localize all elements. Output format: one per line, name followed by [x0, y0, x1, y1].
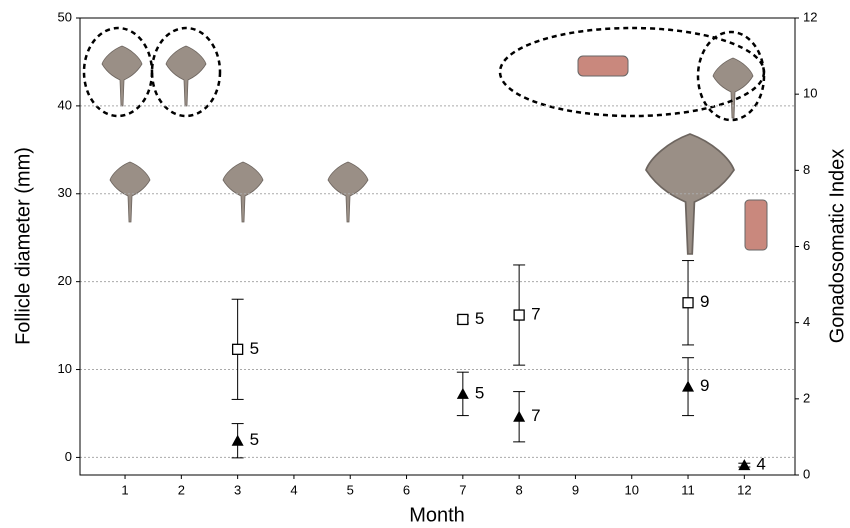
marker: [457, 388, 469, 399]
marker: [682, 381, 694, 392]
y-tick-label: 10: [58, 361, 72, 376]
x-tick-label: 3: [234, 482, 241, 497]
chart: Month Follicle diameter (mm) Gonadosomat…: [0, 0, 850, 528]
x-tick-label: 8: [516, 482, 523, 497]
marker: [233, 344, 243, 354]
x-tick-label: 12: [737, 482, 751, 497]
sample-size: 5: [250, 339, 259, 358]
y-tick-label: 50: [58, 9, 72, 24]
y2-tick-label: 10: [803, 86, 817, 101]
marker: [514, 310, 524, 320]
x-axis-label: Month: [409, 504, 465, 526]
y-axis-label: Follicle diameter (mm): [12, 147, 34, 345]
x-tick-label: 9: [572, 482, 579, 497]
x-tick-label: 5: [347, 482, 354, 497]
marker: [738, 459, 750, 470]
y-tick-label: 30: [58, 185, 72, 200]
y2-tick-label: 4: [803, 314, 810, 329]
illustrations: [84, 28, 767, 254]
x-tick-label: 1: [121, 482, 128, 497]
sample-size: 5: [475, 309, 484, 328]
sample-size: 5: [250, 430, 259, 449]
x-tick-label: 2: [178, 482, 185, 497]
y-tick-label: 20: [58, 273, 72, 288]
x-tick-label: 4: [290, 482, 297, 497]
marker: [683, 298, 693, 308]
sample-size: 7: [531, 406, 540, 425]
y2-tick-label: 8: [803, 162, 810, 177]
y2-axis-label: Gonadosomatic Index: [826, 149, 848, 344]
y2-tick-label: 6: [803, 238, 810, 253]
sample-size: 4: [756, 455, 765, 474]
x-tick-label: 11: [681, 482, 695, 497]
x-tick-label: 10: [624, 482, 638, 497]
y2-tick-label: 2: [803, 390, 810, 405]
marker: [232, 435, 244, 446]
y2-tick-label: 0: [803, 466, 810, 481]
y2-tick-label: 12: [803, 9, 817, 24]
sample-size: 5: [475, 383, 484, 402]
marker: [513, 411, 525, 422]
y-tick-label: 40: [58, 97, 72, 112]
x-tick-label: 6: [403, 482, 410, 497]
marker: [458, 314, 468, 324]
sample-size: 7: [531, 305, 540, 324]
y-tick-label: 0: [65, 449, 72, 464]
sample-size: 9: [700, 292, 709, 311]
x-tick-label: 7: [459, 482, 466, 497]
sample-size: 9: [700, 376, 709, 395]
